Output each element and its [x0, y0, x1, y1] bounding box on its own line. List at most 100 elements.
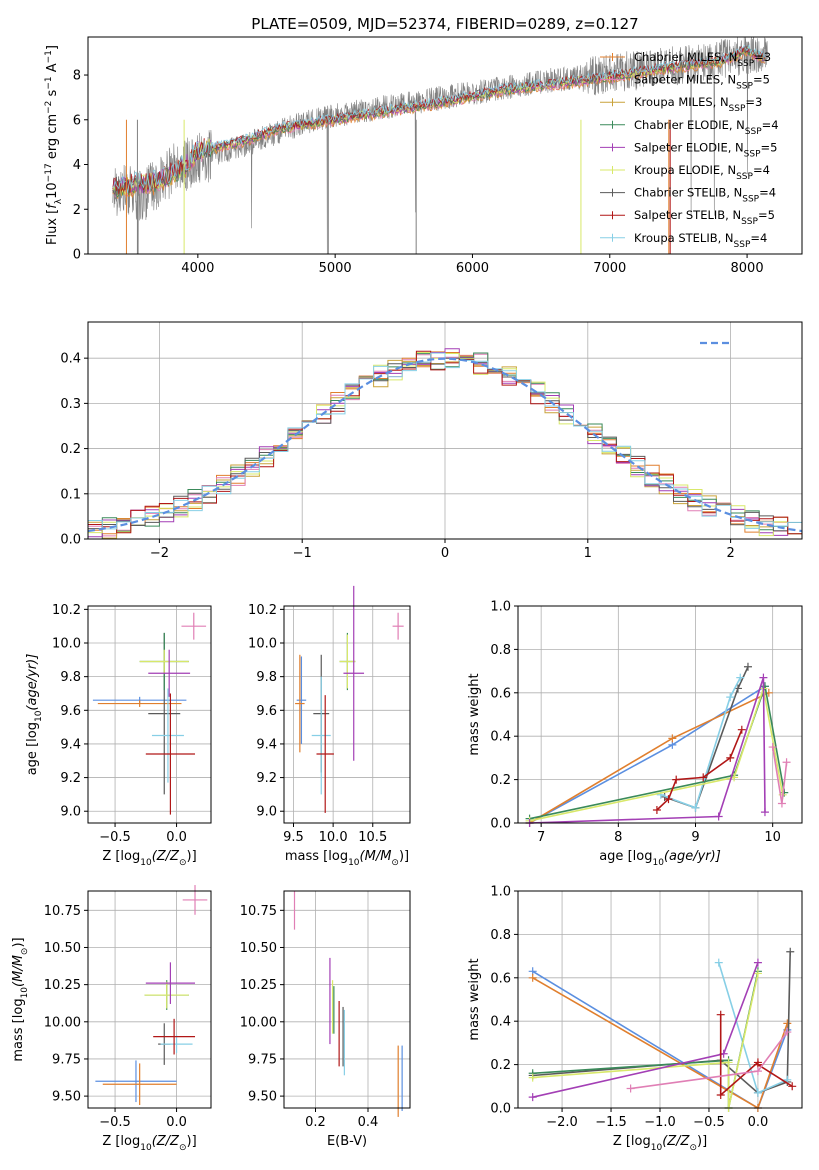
x-tick-label: 0.0 — [748, 1115, 769, 1130]
mass-weight-point — [786, 947, 795, 956]
y-tick-label: 0.4 — [490, 730, 511, 745]
axes-frame — [87, 605, 212, 824]
model-spectrum-line — [112, 45, 766, 196]
x-tick-label: −1.5 — [595, 1115, 627, 1130]
residuals-plot-area — [88, 348, 802, 539]
y-tick-label: 0 — [73, 248, 81, 263]
mass-weight-series-line — [660, 677, 742, 809]
mass-weight-point — [724, 1058, 733, 1067]
model-spectrum-line — [112, 46, 766, 196]
age-vs-mass-panel: 9.5 10.0 10.5 9.0 9.2 9.4 9.6 9.8 10.0 10.2 mass [… — [248, 585, 411, 868]
x-tick-label: 9.5 — [283, 830, 304, 845]
y-tick-label: 0.8 — [490, 928, 511, 943]
y-tick-label: 9.75 — [52, 1052, 81, 1067]
x-axis-label: age [log10(age/yr)] — [599, 849, 721, 868]
model-spectrum-line — [112, 44, 766, 193]
mass-weight-point — [753, 958, 762, 967]
legend-label: Kroupa STELIB, NSSP=4 — [634, 231, 767, 250]
x-tick-label: −1.0 — [644, 1115, 676, 1130]
mass-vs-ebv-panel: 0.2 0.4 9.50 9.75 10.00 10.25 10.50 10.75 E(B-V) — [240, 890, 411, 1149]
mass-weight-vs-age-panel: 7 8 9 10 0.0 0.2 0.4 0.6 0.8 1.0 age [log10(age/yr… — [467, 600, 803, 868]
x-axis-label: Z [log10(Z/Z⊙)] — [613, 1134, 707, 1153]
axes-frame — [283, 890, 411, 1109]
y-tick-label: 9.2 — [256, 771, 277, 786]
x-tick-label: 0.0 — [166, 1115, 187, 1130]
axes-frame — [517, 605, 803, 824]
axes-frame — [87, 36, 803, 255]
y-tick-label: 0.2 — [490, 773, 511, 788]
mass-weight-series-line — [529, 677, 766, 824]
mass-weight-point — [716, 1010, 725, 1019]
x-tick-label: 7000 — [593, 261, 626, 276]
axes-frame — [87, 321, 803, 540]
x-tick-label: 6000 — [456, 261, 489, 276]
observed-spectrum-line — [112, 37, 768, 254]
legend-label: Salpeter MILES, NSSP=5 — [634, 73, 770, 92]
mass-weight-point — [656, 790, 665, 799]
y-tick-label: 8 — [73, 69, 81, 84]
mass-weight-point — [737, 725, 746, 734]
legend-label: Chabrier STELIB, NSSP=4 — [634, 186, 776, 205]
mass-weight-point — [726, 693, 735, 702]
y-tick-label: 9.4 — [60, 737, 81, 752]
mass-weight-point — [716, 1090, 725, 1099]
legend-label: Chabrier ELODIE, NSSP=4 — [634, 118, 779, 137]
y-tick-label: 10.25 — [44, 978, 81, 993]
x-tick-label: 4000 — [181, 261, 214, 276]
y-tick-label: 0.3 — [60, 397, 81, 412]
y-tick-label: 0.2 — [60, 442, 81, 457]
model-spectrum-line — [112, 46, 766, 194]
y-tick-label: 9.50 — [52, 1090, 81, 1105]
x-tick-label: 0.2 — [305, 1115, 326, 1130]
x-tick-label: 5000 — [319, 261, 352, 276]
mass-weight-point — [760, 808, 769, 817]
mass-weight-point — [528, 1073, 537, 1082]
y-tick-label: 0.8 — [490, 643, 511, 658]
y-tick-label: 6 — [73, 113, 81, 128]
x-tick-label: −1 — [293, 546, 312, 561]
y-axis-label: mass [log10(M/M⊙)] — [11, 937, 30, 1061]
y-tick-label: 10.75 — [240, 904, 277, 919]
y-tick-label: 9.0 — [256, 805, 277, 820]
mass-weight-point — [788, 1082, 797, 1091]
mass-weight-point — [726, 753, 735, 762]
y-axis-label: age [log10(age/yr)] — [25, 654, 44, 776]
histogram-series — [88, 352, 802, 535]
mass-weight-point — [528, 1093, 537, 1102]
y-tick-label: 0.0 — [60, 533, 81, 548]
y-tick-label: 0.1 — [60, 487, 81, 502]
mass-weight-point — [753, 1088, 762, 1097]
axes-frame — [283, 605, 411, 824]
figure-title: PLATE=0509, MJD=52374, FIBERID=0289, z=0… — [251, 15, 638, 33]
y-axis-label: mass weight — [467, 958, 482, 1040]
mass-weight-point — [736, 673, 745, 682]
axes-frame — [517, 890, 803, 1109]
x-axis-label: Z [log10(Z/Z⊙)] — [102, 849, 196, 868]
x-tick-label: 9 — [691, 830, 699, 845]
y-tick-label: 1.0 — [490, 885, 511, 900]
normal-distribution-curve — [88, 357, 802, 533]
x-tick-label: 2 — [726, 546, 734, 561]
x-tick-label: −2.0 — [546, 1115, 578, 1130]
x-tick-label: −2 — [150, 546, 169, 561]
y-tick-label: 0.6 — [490, 971, 511, 986]
x-tick-label: 0.4 — [358, 1115, 379, 1130]
y-tick-label: 9.8 — [256, 670, 277, 685]
y-tick-label: 10.50 — [44, 941, 81, 956]
mass-weight-point — [528, 973, 537, 982]
y-tick-label: 0.6 — [490, 686, 511, 701]
axes-frame — [87, 890, 212, 1109]
legend-label: Salpeter ELODIE, NSSP=5 — [634, 140, 777, 159]
x-tick-label: −0.5 — [99, 830, 131, 845]
mass-weight-point — [714, 958, 723, 967]
x-axis-label: E(B-V) — [327, 1134, 367, 1149]
y-axis-label: Flux [fλ10−17 erg cm−2 s−1 A−1] — [44, 45, 64, 245]
y-tick-label: 9.75 — [248, 1052, 277, 1067]
y-tick-label: 0.2 — [490, 1058, 511, 1073]
mass-weight-point — [691, 803, 700, 812]
y-axis-label: mass weight — [467, 673, 482, 755]
mass-vs-z-panel: −0.5 0.0 9.50 9.75 10.00 10.25 10.50 10.75 Z [lo… — [11, 885, 212, 1153]
y-tick-label: 10.0 — [52, 637, 81, 652]
y-tick-label: 1.0 — [490, 600, 511, 615]
x-tick-label: 10.0 — [319, 830, 348, 845]
